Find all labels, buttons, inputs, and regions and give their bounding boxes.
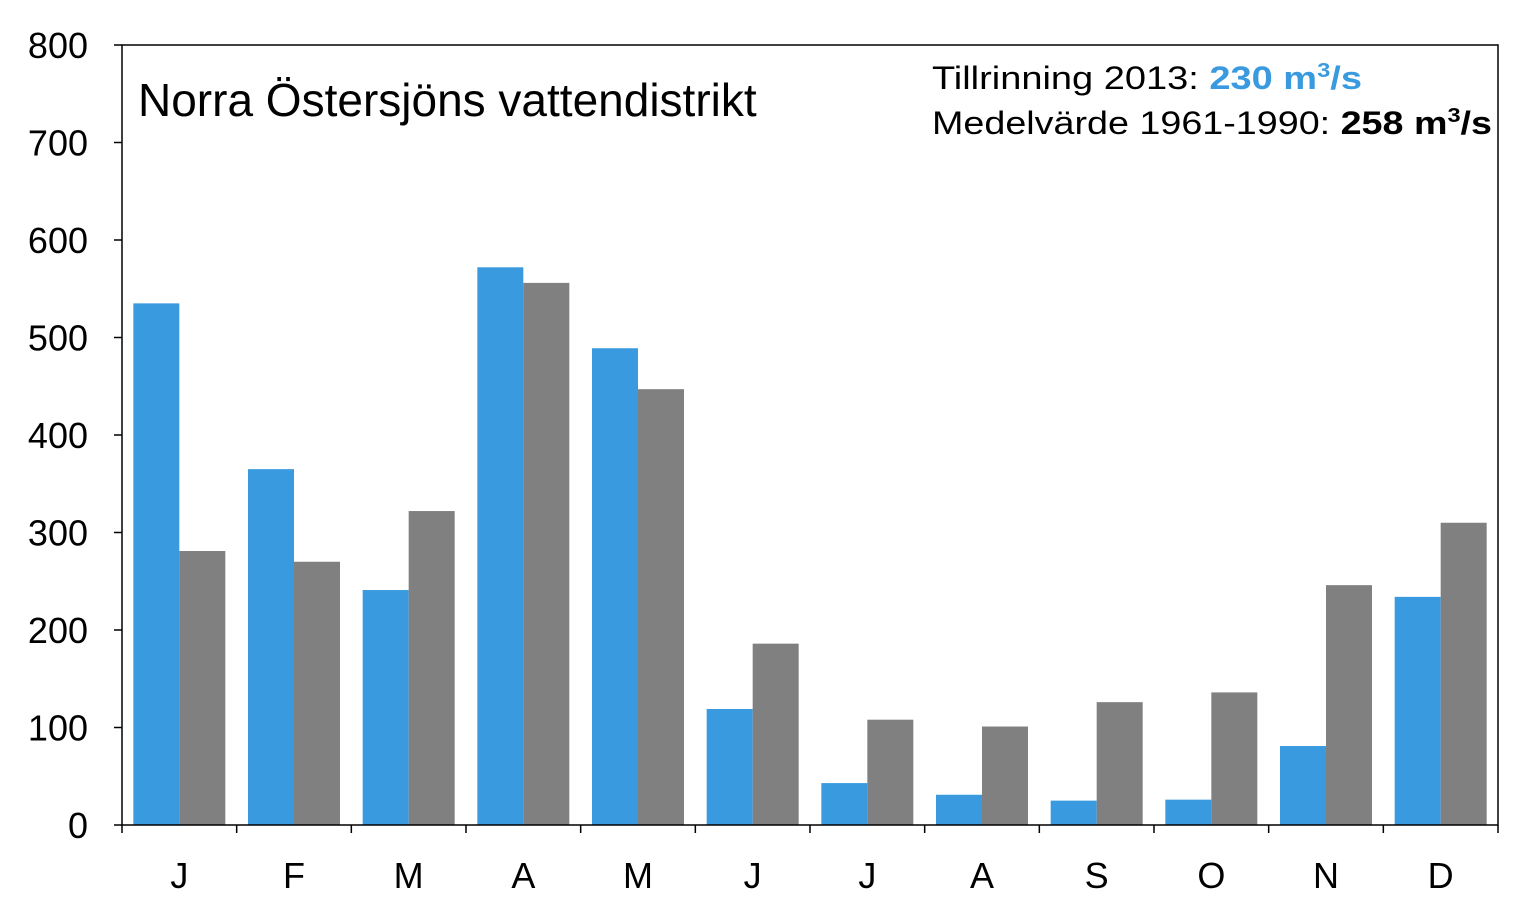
bar-series-1-1 <box>133 303 180 826</box>
bar-series-2-7 <box>867 719 914 825</box>
x-tick-label: A <box>970 855 994 896</box>
bar-series-2-9 <box>1096 702 1143 825</box>
x-tick-label: J <box>858 855 876 896</box>
y-tick-label: 500 <box>28 318 88 359</box>
bar-series-2-4 <box>523 282 570 825</box>
x-tick-label: M <box>394 855 424 896</box>
x-tick-label: D <box>1428 855 1454 896</box>
y-tick-label: 800 <box>28 25 88 66</box>
y-tick-label: 600 <box>28 220 88 261</box>
bar-series-2-3 <box>408 511 455 825</box>
bar-series-1-6 <box>706 708 753 825</box>
y-tick-label: 700 <box>28 123 88 164</box>
y-tick-label: 400 <box>28 415 88 456</box>
bar-series-1-7 <box>821 783 868 825</box>
x-tick-label: A <box>511 855 535 896</box>
x-tick-label: F <box>283 855 305 896</box>
bar-series-2-11 <box>1326 585 1372 825</box>
bar-series-1-5 <box>592 348 638 825</box>
bar-series-2-8 <box>982 726 1028 825</box>
x-tick-label: N <box>1313 855 1339 896</box>
bar-series-2-1 <box>179 551 226 825</box>
annotation-1-label: Tillrinning 2013: <box>932 60 1209 96</box>
y-tick-label: 100 <box>28 708 88 749</box>
bar-series-1-10 <box>1165 799 1212 825</box>
bar-series-2-12 <box>1440 522 1487 825</box>
annotation-1-value: 230 m <box>1209 60 1317 96</box>
annotation-line-2: Medelvärde 1961-1990: 258 m 3/s <box>932 105 1492 141</box>
y-axis-ticks: 0 100 200 300 400 500 600 700 800 <box>28 25 122 846</box>
bar-series-1-2 <box>248 469 294 826</box>
y-tick-label: 200 <box>28 610 88 651</box>
bar-series-1-3 <box>362 590 409 825</box>
bar-series-2-6 <box>752 643 799 825</box>
bar-series-1-4 <box>477 267 524 825</box>
x-tick-label: J <box>744 855 762 896</box>
annotation-2-value: 258 m <box>1341 105 1448 141</box>
bar-series-1-11 <box>1280 746 1326 825</box>
annotation-2-superscript: 3 <box>1447 105 1460 127</box>
annotation-2-label: Medelvärde 1961-1990: <box>932 105 1341 141</box>
chart-title: Norra Östersjöns vattendistrikt <box>138 74 757 126</box>
x-tick-label: S <box>1085 855 1109 896</box>
annotation-2-unit: /s <box>1461 105 1492 141</box>
annotation-1-unit: /s <box>1330 60 1362 96</box>
bar-series-2-10 <box>1211 692 1258 825</box>
x-tick-label: O <box>1197 855 1225 896</box>
annotation-line-1: Tillrinning 2013: 230 m 3/s <box>932 60 1362 96</box>
y-tick-label: 0 <box>68 805 88 846</box>
annotation-1-superscript: 3 <box>1317 60 1330 82</box>
bar-series-2-2 <box>294 561 340 825</box>
bar-series-1-9 <box>1050 800 1097 826</box>
x-tick-label: M <box>623 855 653 896</box>
bar-series-1-8 <box>936 794 982 825</box>
x-tick-label: J <box>170 855 188 896</box>
bar-series-1-12 <box>1394 596 1441 825</box>
y-tick-label: 300 <box>28 513 88 554</box>
bar-series-2-5 <box>638 389 684 825</box>
bars-group <box>133 267 1487 826</box>
